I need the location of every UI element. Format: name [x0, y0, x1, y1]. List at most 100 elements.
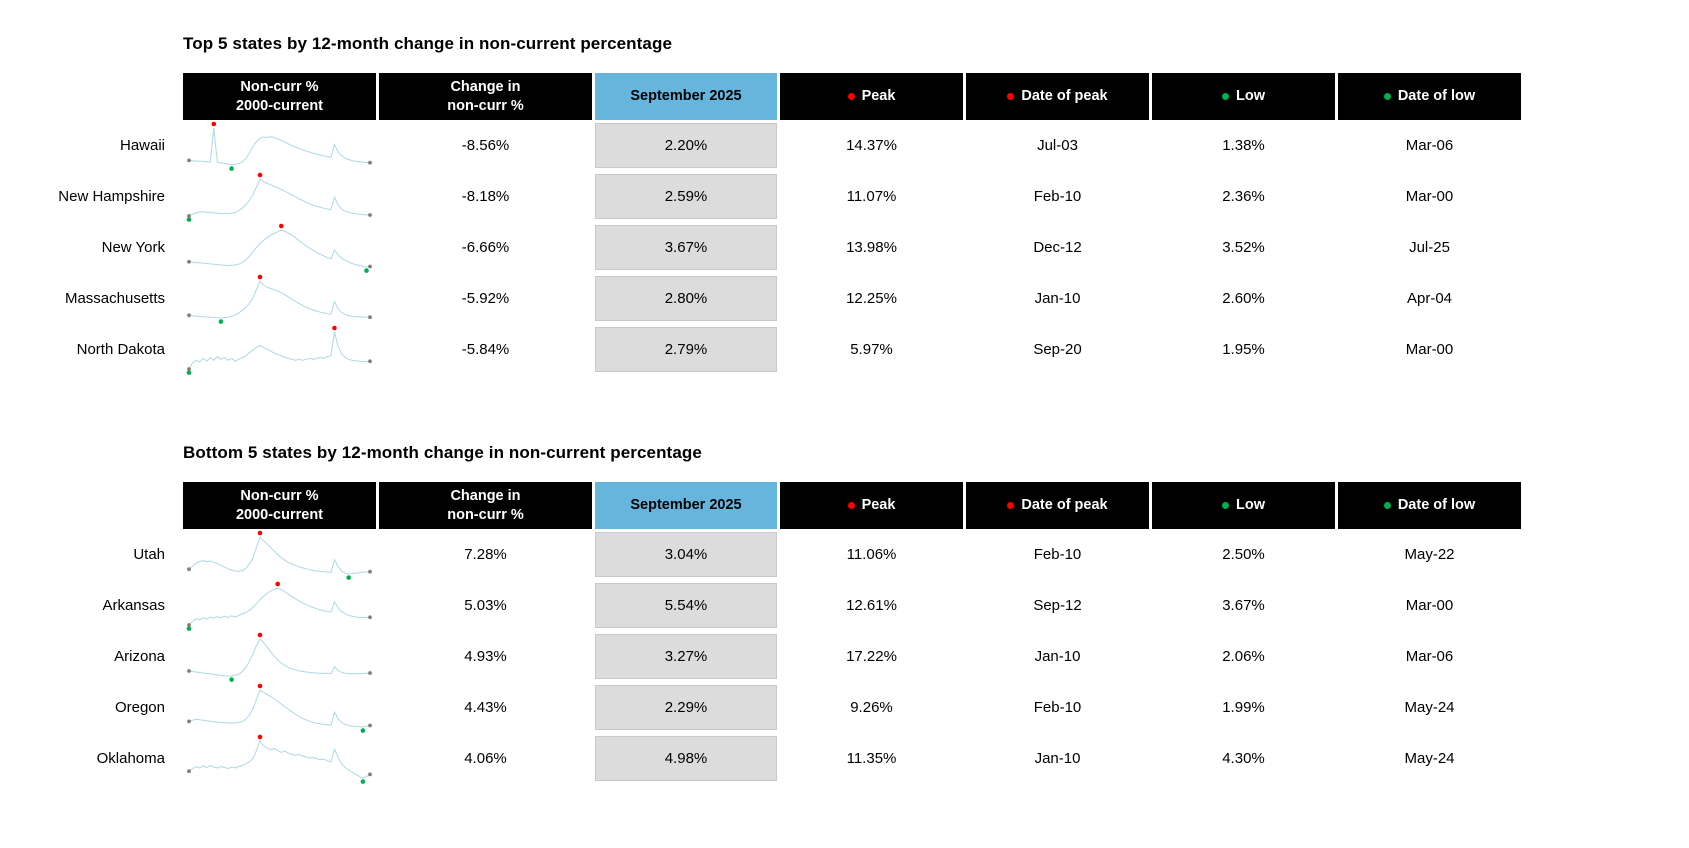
- current-cell: 5.54%: [595, 580, 777, 631]
- september-value-box: 2.20%: [595, 123, 777, 168]
- peak-marker-icon: [257, 172, 263, 177]
- current-cell: 3.67%: [595, 222, 777, 273]
- column-header-content: September 2025: [630, 87, 741, 106]
- change-cell: -8.18%: [461, 188, 510, 205]
- low-date-cell: Mar-06: [1405, 137, 1454, 154]
- state-label: Massachusetts: [64, 290, 165, 307]
- low-marker-icon: [360, 778, 366, 784]
- column-header-sparkline: Non-curr % 2000-current: [183, 482, 376, 529]
- sparkline-cell: [183, 529, 376, 580]
- header-spacer: [30, 482, 180, 529]
- change-cell: 4.06%: [464, 750, 507, 767]
- green-dot-icon: [1222, 93, 1229, 100]
- table-top-5-states: Top 5 states by 12-month change in non-c…: [30, 34, 1689, 375]
- peak-date-cell: Jan-10: [1034, 290, 1081, 307]
- peak-marker-icon: [275, 581, 280, 586]
- red-dot-icon: [1007, 93, 1015, 100]
- current-cell: 3.04%: [595, 529, 777, 580]
- column-header-label: Date of low: [1397, 497, 1476, 514]
- change-cell: 5.03%: [464, 597, 507, 614]
- column-header-label: Non-curr % 2000-current: [236, 487, 323, 525]
- sparkline-cell: [183, 222, 376, 273]
- column-header-peak-date: Date of peak: [966, 482, 1149, 529]
- column-header-label: September 2025: [630, 497, 742, 514]
- peak-marker-icon: [257, 734, 263, 739]
- peak-date-cell: Feb-10: [1033, 188, 1082, 205]
- sparkline-path: [188, 331, 371, 369]
- peak-date-cell: Jan-10: [1034, 648, 1081, 665]
- series-end-marker-icon: [368, 670, 372, 675]
- low-cell: 2.06%: [1222, 648, 1265, 665]
- low-cell: 1.99%: [1222, 699, 1265, 716]
- series-end-marker-icon: [368, 358, 372, 363]
- sparkline-cell: [183, 273, 376, 324]
- table-title: Bottom 5 states by 12-month change in no…: [183, 443, 702, 462]
- column-header-content: Peak: [847, 496, 895, 515]
- sparkline-path: [188, 586, 371, 625]
- low-cell: 2.36%: [1222, 188, 1265, 205]
- series-start-marker-icon: [187, 312, 191, 317]
- september-value: 2.79%: [664, 341, 708, 358]
- september-value-box: 3.27%: [595, 634, 777, 679]
- peak-cell: 11.35%: [846, 750, 897, 767]
- table-bottom-5-states: Bottom 5 states by 12-month change in no…: [30, 443, 1689, 784]
- september-value-box: 2.29%: [595, 685, 777, 730]
- series-end-marker-icon: [368, 314, 372, 319]
- state-label: New Hampshire: [58, 188, 165, 205]
- column-header-line2: non-curr %: [447, 97, 524, 114]
- series-start-marker-icon: [187, 158, 191, 162]
- state-label: Utah: [133, 546, 165, 563]
- column-header-line2: non-curr %: [447, 506, 524, 523]
- sparkline-path: [188, 127, 371, 166]
- peak-date-cell: Feb-10: [1033, 546, 1082, 563]
- current-cell: 2.59%: [595, 171, 777, 222]
- september-value-box: 3.04%: [595, 532, 777, 577]
- green-dot-icon: [1383, 93, 1391, 100]
- sparkline-path: [188, 535, 371, 575]
- series-end-marker-icon: [368, 772, 372, 776]
- peak-date-cell: Sep-12: [1033, 597, 1082, 614]
- state-label: Oklahoma: [96, 750, 165, 767]
- column-header-peak-date: Date of peak: [966, 73, 1149, 120]
- current-cell: 2.20%: [595, 120, 777, 171]
- september-value: 2.20%: [664, 137, 708, 154]
- peak-date-cell: Jan-10: [1034, 750, 1081, 767]
- red-dot-icon: [1007, 502, 1015, 509]
- table-title: Top 5 states by 12-month change in non-c…: [183, 34, 673, 53]
- column-header-low-date: Date of low: [1338, 482, 1521, 529]
- sparkline-cell: [183, 580, 376, 631]
- change-cell: 7.28%: [464, 546, 507, 563]
- column-header-line2: 2000-current: [235, 97, 324, 114]
- series-end-marker-icon: [368, 160, 372, 165]
- september-value-box: 5.54%: [595, 583, 777, 628]
- sparkline-cell: [183, 631, 376, 682]
- series-start-marker-icon: [187, 719, 191, 723]
- low-marker-icon: [229, 676, 234, 682]
- peak-marker-icon: [211, 121, 217, 126]
- state-label: Oregon: [114, 699, 165, 716]
- column-header-label: Date of peak: [1021, 88, 1108, 105]
- peak-marker-icon: [257, 632, 263, 637]
- column-header-low-date: Date of low: [1338, 73, 1521, 120]
- current-cell: 3.27%: [595, 631, 777, 682]
- low-cell: 1.95%: [1222, 341, 1265, 358]
- sparkline-new-york: [187, 223, 372, 273]
- low-date-cell: Apr-04: [1406, 290, 1453, 307]
- state-label: North Dakota: [76, 341, 165, 358]
- sparkline-path: [188, 228, 371, 268]
- september-value-box: 2.59%: [595, 174, 777, 219]
- peak-marker-icon: [257, 683, 263, 688]
- column-header-low: Low: [1152, 73, 1335, 120]
- sparkline-oregon: [187, 683, 372, 733]
- column-header-content: Change in non-curr %: [447, 487, 524, 525]
- peak-cell: 13.98%: [846, 239, 897, 256]
- september-value: 3.67%: [664, 239, 708, 256]
- column-header-september-2025: September 2025: [595, 482, 777, 529]
- low-marker-icon: [218, 318, 224, 324]
- column-header-line2: 2000-current: [235, 506, 324, 523]
- current-cell: 2.80%: [595, 273, 777, 324]
- column-header-label: Change in non-curr %: [447, 487, 524, 525]
- peak-cell: 12.61%: [846, 597, 897, 614]
- sparkline-path: [188, 279, 370, 319]
- table-grid: Non-curr % 2000-current Change in non-curr …: [30, 73, 1689, 375]
